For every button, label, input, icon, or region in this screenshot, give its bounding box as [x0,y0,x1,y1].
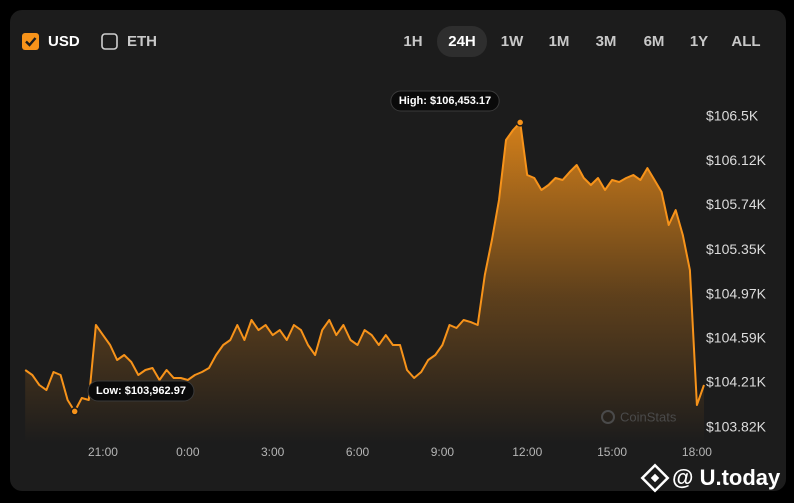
y-tick-label: $104.21K [706,373,767,389]
x-tick-label: 9:00 [431,445,455,459]
controls: USD ETH 1H 24H 1W 1M 3M 6M 1Y ALL [22,26,761,57]
range-button[interactable]: ALL [731,33,760,50]
range-label: ALL [731,33,760,50]
checkmark [25,37,37,47]
range-label: 1H [403,33,422,50]
coinstats-watermark: CoinStats [620,409,677,424]
y-tick-label: $105.35K [706,241,767,257]
high-box [390,90,500,112]
range-button[interactable]: 6M [644,33,665,50]
range-button[interactable]: 1H [403,33,422,50]
range-label: 1M [549,33,570,50]
currency-toggle[interactable]: USD [22,33,80,50]
coinstats-logo [601,410,615,424]
x-tick-label: 3:00 [261,445,285,459]
y-tick-label: $106.12K [706,152,767,168]
range-active-bg [437,26,487,57]
currency-label: ETH [127,33,157,50]
range-label: 24H [448,33,476,50]
range-label: 6M [644,33,665,50]
plot: $106.5K $106.12K $105.74K $105.35K $104.97K $… [24,90,767,459]
range-label: 1Y [690,33,708,50]
price-line [24,121,705,413]
x-tick-label: 12:00 [512,445,542,459]
range-button[interactable]: 1Y [690,33,708,50]
range-button[interactable]: 1M [549,33,570,50]
high-dot [515,118,525,127]
x-tick-label: 6:00 [346,445,370,459]
currency-label: USD [48,33,80,50]
y-tick-label: $106.5K [706,108,759,124]
site-watermark: @ U.today [672,465,781,490]
x-tick-label: 21:00 [88,445,118,459]
checkbox [101,33,118,50]
high-label: High: $106,453.17 [399,95,491,107]
x-tick-label: 0:00 [176,445,200,459]
y-tick-label: $105.74K [706,196,767,212]
currency-toggle[interactable]: ETH [101,33,157,50]
x-tick-label: 18:00 [682,445,712,459]
range-button[interactable]: 3M [596,33,617,50]
checkbox-checked [22,33,39,50]
range-label: 1W [501,33,524,50]
range-label: 3M [596,33,617,50]
low-dot [70,407,79,416]
y-tick-label: $103.82K [706,419,767,435]
x-tick-label: 15:00 [597,445,627,459]
y-tick-label: $104.59K [706,329,767,345]
area-fill [25,122,704,444]
range-button[interactable]: 1W [501,33,524,50]
y-tick-label: $104.97K [706,285,767,301]
range-button[interactable]: 24H [437,26,487,57]
low-box [87,380,195,402]
low-label: Low: $103,962.97 [96,385,186,397]
